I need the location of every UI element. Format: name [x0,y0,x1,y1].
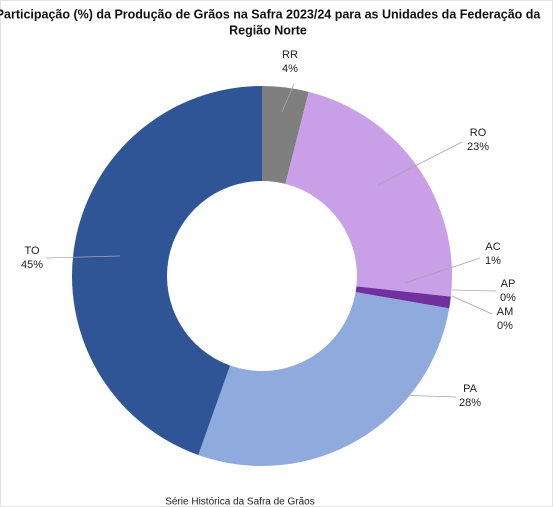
chart-title: Região Norte [229,23,307,37]
slice-label: AM [497,306,514,318]
donut-slice [285,91,452,297]
leader-line [45,255,121,259]
donut-slice [355,286,451,309]
slice-label: AC [485,241,500,253]
slice-label: PA [463,383,478,395]
leader-line [404,257,481,284]
slice-value-label: 45% [21,259,43,271]
leader-line [394,394,457,398]
slice-value-label: 23% [467,141,489,153]
donut-slice [71,86,263,455]
slice-value-label: 0% [497,320,513,332]
slice-label: AP [501,278,516,290]
source-note: Série Histórica da Safra de Grãos [165,497,315,507]
donut-slice [198,292,450,466]
leader-line [281,83,295,113]
slice-value-label: 1% [485,255,501,267]
slice-value-label: 0% [500,292,516,304]
slice-value-label: 28% [459,397,481,409]
chart-title: Participação (%) da Produção de Grãos na… [0,7,541,21]
leader-line [451,289,497,292]
leader-line [451,295,493,315]
slice-value-label: 4% [282,63,298,75]
slice-label: RR [282,49,298,61]
leader-line [377,141,463,186]
donut-slice [262,86,309,184]
slice-label: TO [24,245,40,257]
slice-label: RO [470,127,487,139]
